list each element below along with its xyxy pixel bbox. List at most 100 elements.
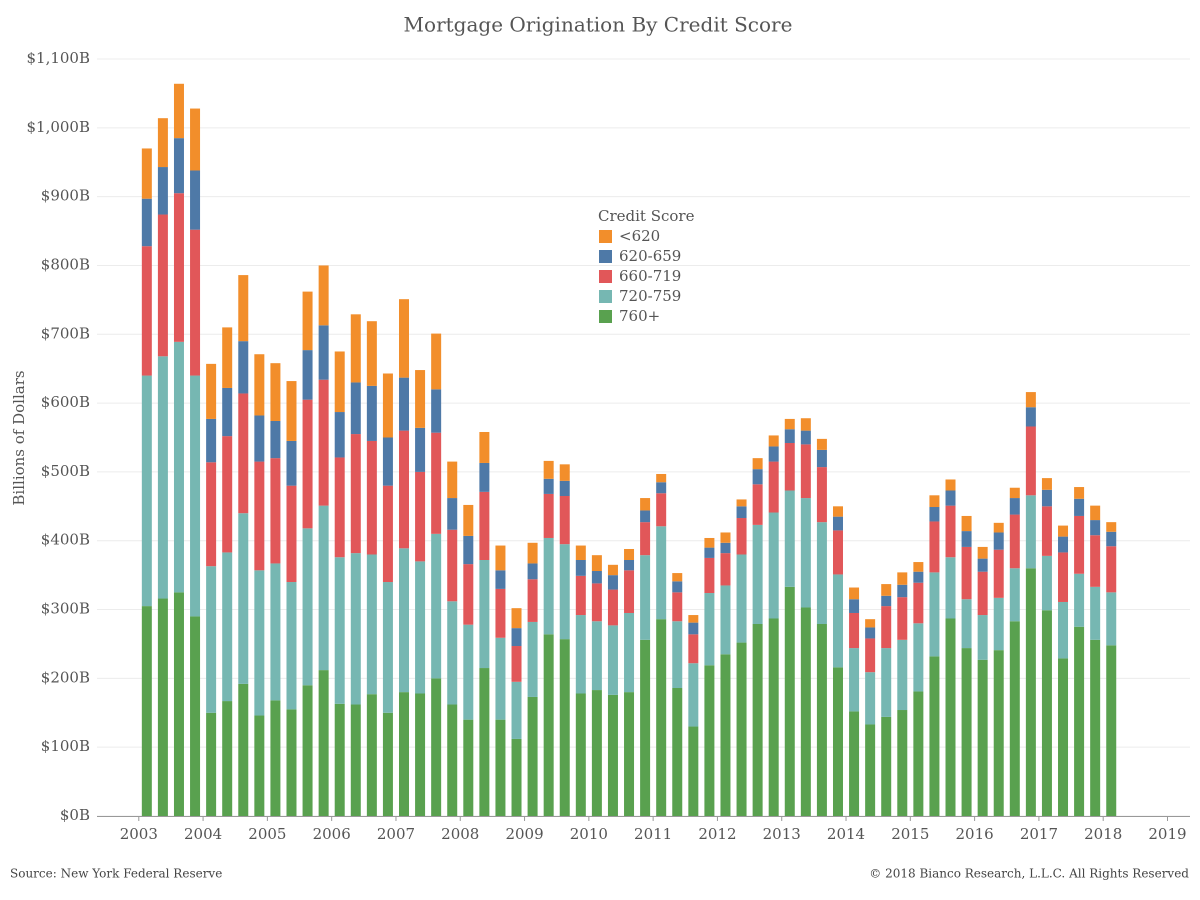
bar-segment [800, 607, 811, 816]
bar-segment [366, 554, 377, 695]
bar-segment [897, 572, 908, 585]
bar-segment [607, 589, 618, 626]
bar-segment [334, 557, 345, 704]
bar-segment [222, 552, 233, 702]
bar-segment [559, 464, 570, 481]
legend-title: Credit Score [598, 207, 695, 225]
bar-segment [270, 420, 281, 459]
y-axis-label: Billions of Dollars [10, 370, 28, 505]
bar-segment [543, 493, 554, 538]
bar-segment [591, 555, 602, 572]
bar-segment [752, 484, 763, 525]
bar-segment [286, 582, 297, 710]
bar-segment [431, 678, 442, 816]
bar-segment [206, 462, 217, 567]
bar-segment [607, 575, 618, 590]
bar-segment [1058, 536, 1069, 553]
y-tick-label: $300B [41, 600, 90, 618]
bar-segment [431, 333, 442, 390]
bar-segment [704, 537, 715, 548]
bar-segment [479, 491, 490, 560]
bar-segment [607, 564, 618, 576]
y-tick-label: $0B [60, 806, 90, 824]
y-tick-label: $900B [41, 187, 90, 205]
bar-segment [849, 599, 860, 613]
legend-label: 620-659 [619, 247, 681, 265]
y-tick-label: $800B [41, 255, 90, 273]
bar-segment [575, 575, 586, 616]
bar-segment [141, 246, 152, 376]
bar-segment [1025, 568, 1036, 816]
bar-segment [575, 615, 586, 694]
bar-segment [1106, 546, 1117, 593]
bar-segment [206, 712, 217, 816]
bar-segment [141, 375, 152, 607]
bar-segment [640, 639, 651, 816]
bar-segment [302, 291, 313, 351]
bar-segment [222, 327, 233, 388]
bar-segment [270, 563, 281, 701]
bar-segment [479, 668, 490, 816]
bar-segment [704, 665, 715, 816]
bar-segment [784, 443, 795, 491]
bar-segment [800, 430, 811, 445]
bar-segment [479, 431, 490, 463]
bar-segment [656, 526, 667, 620]
bar-segment [736, 499, 747, 507]
bar-segment [768, 618, 779, 816]
bar-segment [624, 559, 635, 571]
bar-segment [1090, 520, 1101, 536]
bar-segment [849, 711, 860, 816]
bar-segment [318, 325, 329, 380]
bar-segment [800, 444, 811, 499]
bar-segment [270, 700, 281, 816]
bar-segment [720, 553, 731, 586]
chart-title: Mortgage Origination By Credit Score [404, 13, 793, 37]
bar-segment [640, 498, 651, 511]
bar-segment [640, 522, 651, 556]
bar-segment [350, 704, 361, 816]
bar-segment [495, 545, 506, 571]
x-tick-label: 2011 [634, 825, 672, 843]
bar-segment [157, 356, 168, 599]
y-tick-label: $1,100B [26, 49, 90, 67]
bar-segment [1009, 621, 1020, 816]
x-tick-label: 2013 [763, 825, 801, 843]
bar-segment [672, 621, 683, 688]
bar-segment [752, 469, 763, 485]
bar-segment [1025, 426, 1036, 496]
bar-segment [447, 498, 458, 530]
bar-segment [543, 478, 554, 494]
x-tick-label: 2005 [248, 825, 286, 843]
bar-segment [399, 430, 410, 549]
bar-segment [575, 693, 586, 816]
bar-segment [768, 446, 779, 462]
legend-swatch [599, 310, 612, 323]
bar-segment [929, 521, 940, 573]
bar-segment [382, 712, 393, 816]
bar-segment [881, 595, 892, 607]
bar-segment [881, 648, 892, 717]
bar-segment [849, 587, 860, 600]
x-tick-label: 2003 [120, 825, 158, 843]
legend-label: 720-759 [619, 287, 681, 305]
bar-segment [897, 584, 908, 598]
bar-segment [318, 265, 329, 326]
bar-segment [447, 704, 458, 816]
y-tick-label: $1,000B [26, 118, 90, 136]
bar-segment [784, 586, 795, 816]
bar-segment [993, 532, 1004, 550]
legend-swatch [599, 230, 612, 243]
bar-segment [286, 709, 297, 816]
bar-segment [511, 681, 522, 739]
bar-segment [173, 138, 184, 194]
bar-segment [591, 583, 602, 622]
bar-segment [929, 507, 940, 522]
bar-segment [543, 634, 554, 816]
x-tick-label: 2016 [956, 825, 994, 843]
bar-segment [527, 563, 538, 580]
bar-segment [1090, 639, 1101, 816]
bar-segment [190, 170, 201, 230]
bar-segment [190, 616, 201, 816]
bar-segment [865, 627, 876, 639]
